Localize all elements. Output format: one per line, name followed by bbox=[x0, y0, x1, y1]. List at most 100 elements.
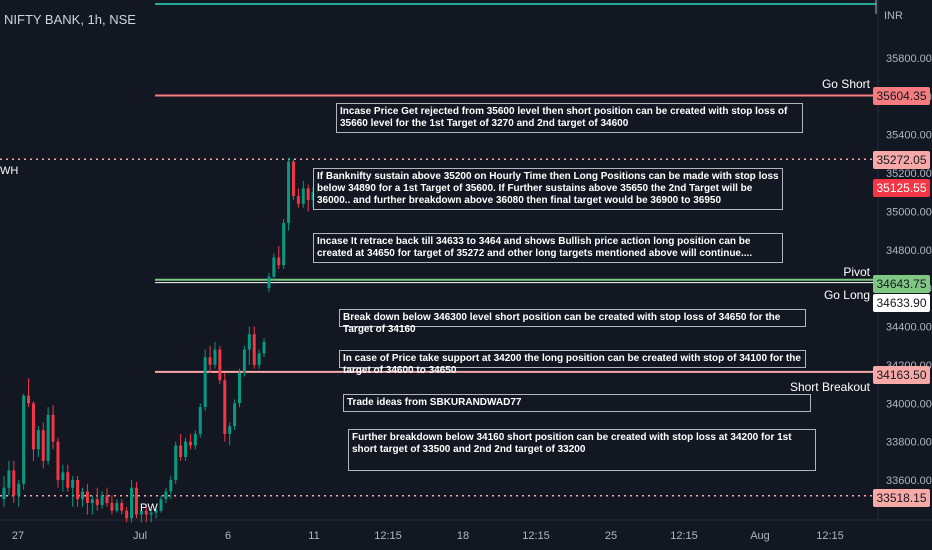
note-breakdown-short[interactable]: Break down below 346300 level short posi… bbox=[339, 309, 806, 335]
price-tick-label: 34000.00 bbox=[886, 398, 932, 410]
pwh-price-tag: 35272.05 bbox=[873, 151, 930, 169]
candle-body bbox=[272, 257, 276, 277]
note-long-35200[interactable]: If Banknifty sustain above 35200 on Hour… bbox=[313, 168, 783, 210]
candle-body bbox=[17, 483, 21, 496]
go-long-price-tag: 34633.90 bbox=[873, 294, 930, 312]
candle-body bbox=[12, 470, 16, 496]
time-tick-label: Jul bbox=[133, 530, 147, 542]
candle-body bbox=[56, 441, 60, 480]
candle-body bbox=[2, 487, 6, 500]
candle-body bbox=[95, 499, 99, 505]
candle-body bbox=[208, 357, 212, 365]
candle-body bbox=[218, 349, 222, 381]
level-lines bbox=[0, 0, 877, 497]
candle-body bbox=[100, 495, 104, 505]
candle-body bbox=[213, 349, 217, 365]
note-short-35600[interactable]: Incase Price Get rejected from 35600 lev… bbox=[336, 103, 803, 133]
go-long-label: Go Long bbox=[823, 288, 870, 302]
pwl-price-tag: 33518.15 bbox=[873, 489, 930, 507]
candle-body bbox=[238, 372, 241, 404]
candle-body bbox=[105, 495, 109, 504]
candle-body bbox=[203, 357, 207, 408]
candle-body bbox=[134, 487, 138, 515]
candle-body bbox=[169, 480, 173, 492]
candle-body bbox=[233, 403, 237, 427]
price-tick-label: 35000.00 bbox=[886, 206, 932, 218]
candle-body bbox=[262, 341, 266, 354]
candle-body bbox=[81, 491, 84, 500]
candle-body bbox=[46, 414, 50, 461]
pwl-label: PW bbox=[140, 502, 158, 514]
candle-body bbox=[110, 503, 114, 511]
candle-body bbox=[85, 491, 89, 504]
candle-body bbox=[252, 334, 256, 365]
short-breakout-price-tag: 34163.50 bbox=[873, 366, 930, 384]
price-tick-label: 33800.00 bbox=[886, 437, 932, 449]
chart-grid bbox=[0, 0, 932, 521]
note-support-long[interactable]: In case of Price take support at 34200 t… bbox=[339, 350, 806, 376]
candle-body bbox=[296, 196, 300, 204]
candle-body bbox=[174, 445, 178, 480]
price-tick-label: 34400.00 bbox=[886, 322, 932, 334]
candle-body bbox=[193, 433, 197, 446]
candle-body bbox=[7, 470, 11, 488]
note-further-breakdown[interactable]: Further breakdown below 34160 short posi… bbox=[348, 429, 816, 471]
candle-body bbox=[90, 499, 94, 504]
time-tick-label: 25 bbox=[605, 530, 617, 542]
candle-body bbox=[184, 441, 188, 457]
candle-body bbox=[291, 161, 295, 197]
candle-body bbox=[51, 414, 55, 442]
go-short-label: Go Short bbox=[821, 77, 870, 91]
price-tick-label: 35200.00 bbox=[886, 168, 932, 180]
candle-body bbox=[149, 512, 153, 515]
price-tick-label: 34800.00 bbox=[886, 245, 932, 257]
candle-body bbox=[164, 491, 168, 500]
candle-body bbox=[247, 334, 251, 350]
candle-body bbox=[282, 222, 286, 266]
time-axis: 27 Jul 6 11 12:15 18 12:15 25 12:15 Aug 12:15 bbox=[12, 530, 844, 542]
pwh-label: WH bbox=[0, 165, 19, 177]
candle-body bbox=[31, 403, 35, 450]
candle-body bbox=[267, 276, 271, 289]
pivot-price-tag: 34643.75 bbox=[873, 275, 930, 293]
candle-body bbox=[228, 426, 232, 434]
symbol-header[interactable]: NIFTY BANK, 1h, NSE bbox=[4, 12, 136, 27]
candle-body bbox=[115, 503, 119, 511]
candle-body bbox=[41, 430, 45, 461]
time-tick-label: 6 bbox=[225, 530, 231, 542]
candle-body bbox=[242, 349, 246, 373]
candle-body bbox=[139, 510, 143, 515]
candle-body bbox=[301, 188, 305, 204]
time-tick-label: 27 bbox=[12, 530, 24, 542]
time-tick-label: 12:15 bbox=[522, 530, 550, 542]
candle-body bbox=[277, 257, 281, 266]
candle-body bbox=[188, 441, 192, 446]
candle-body bbox=[198, 407, 202, 434]
candle-body bbox=[223, 380, 227, 434]
note-retrace-long[interactable]: Incase It retrace back till 34633 to 346… bbox=[313, 233, 783, 263]
candle-body bbox=[159, 499, 163, 511]
time-tick-label: 18 bbox=[457, 530, 469, 542]
time-tick-label: 12:15 bbox=[816, 530, 844, 542]
candle-body bbox=[144, 510, 148, 515]
pivot-label: Pivot bbox=[843, 265, 870, 279]
candle-body bbox=[66, 472, 70, 488]
short-breakout-label: Short Breakout bbox=[789, 380, 870, 394]
candle-body bbox=[76, 480, 80, 500]
candle-body bbox=[125, 510, 129, 519]
candles bbox=[2, 157, 320, 523]
price-axis: 35800.0035600.0035400.0035200.0035000.00… bbox=[886, 53, 932, 487]
candle-body bbox=[71, 480, 75, 488]
go-short-price-tag: 35604.35 bbox=[873, 87, 930, 105]
candle-body bbox=[179, 445, 183, 457]
candle-body bbox=[257, 353, 261, 365]
candle-body bbox=[154, 510, 158, 513]
price-tick-label: 33600.00 bbox=[886, 475, 932, 487]
candle-body bbox=[22, 395, 26, 484]
currency-label: INR bbox=[884, 10, 903, 22]
candle-body bbox=[306, 188, 310, 200]
time-tick-label: 11 bbox=[308, 530, 319, 542]
time-tick-label: 12:15 bbox=[670, 530, 698, 542]
note-trade-ideas[interactable]: Trade ideas from SBKURANDWAD77 bbox=[343, 394, 811, 412]
